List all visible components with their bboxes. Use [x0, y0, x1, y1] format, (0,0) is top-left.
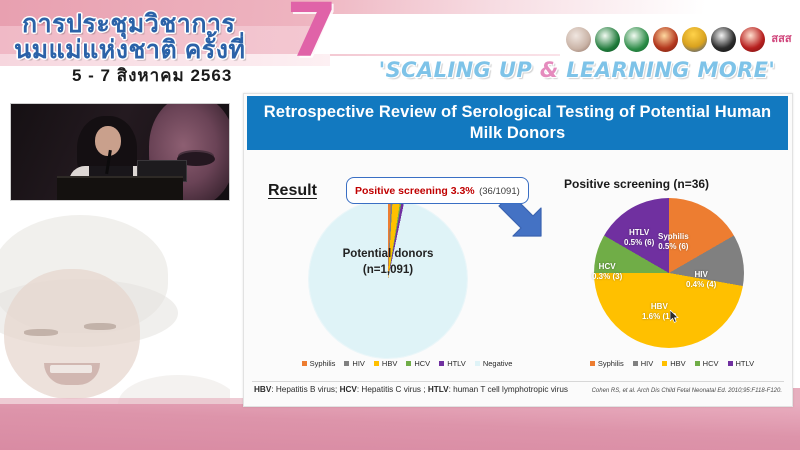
- legend-potential-donors: Syphilis HIV HBV HCV HTLV Negative: [272, 359, 542, 368]
- baby-eye-left: [24, 329, 58, 336]
- slide-panel: Retrospective Review of Serological Test…: [243, 93, 793, 407]
- slice-label-hiv: HIV 0.4% (4): [686, 270, 717, 290]
- footnote-hcv-key: HCV: [339, 385, 357, 394]
- legend-item-hiv: HIV: [344, 359, 365, 368]
- legend-label-syphilis-2: Syphilis: [597, 359, 624, 368]
- slide-footnote: HBV: Hepatitis B virus; HCV: Hepatitis C…: [254, 385, 782, 394]
- legend-label-hbv-2: HBV: [670, 359, 686, 368]
- baby-teeth: [50, 365, 92, 373]
- potential-donors-label-line2: (n=1,091): [362, 264, 414, 277]
- legend-swatch-hbv: [373, 361, 379, 366]
- footnote-hbv-key: HBV: [254, 385, 272, 394]
- sponsor-logo-row: สสส: [566, 22, 794, 56]
- slide-title: Retrospective Review of Serological Test…: [263, 103, 772, 142]
- slice-label-htlv: HTLV 0.5% (6): [624, 228, 655, 248]
- potential-donors-label-line1: Potential donors: [342, 248, 434, 260]
- blue-arrow-icon: [498, 193, 542, 237]
- legend-item-hbv: HBV: [373, 359, 398, 368]
- positive-screening-chart-title: Positive screening (n=36): [564, 177, 710, 191]
- conference-edition-number: 7: [286, 0, 338, 74]
- legend-swatch-syphilis-2: [589, 361, 595, 366]
- legend-swatch-hiv: [344, 361, 350, 366]
- potential-donors-pie-chart: [309, 200, 467, 358]
- legend-item-hiv-2: HIV: [632, 359, 654, 368]
- callout-fraction: (36/1091): [479, 186, 520, 197]
- tagline-part-after: LEARNING MORE': [558, 58, 776, 82]
- legend-item-hcv-2: HCV: [694, 359, 719, 368]
- legend-label-htlv: HTLV: [447, 359, 466, 368]
- result-heading: Result: [268, 182, 317, 199]
- legend-label-hcv-2: HCV: [702, 359, 719, 368]
- slide-title-bar: Retrospective Review of Serological Test…: [247, 96, 788, 150]
- conference-tagline: 'SCALING UP & LEARNING MORE': [362, 58, 792, 82]
- legend-label-syphilis: Syphilis: [309, 359, 336, 368]
- legend-swatch-syphilis: [301, 361, 307, 366]
- legend-swatch-hbv-2: [662, 361, 668, 366]
- legend-label-negative: Negative: [482, 359, 513, 368]
- slice-label-hcv: HCV 0.3% (3): [592, 262, 623, 282]
- conference-title-thai-line2: นมแม่แห่งชาติ ครั้งที่: [14, 36, 246, 64]
- footnote-divider: [252, 381, 784, 382]
- abbreviation-definitions: HBV: Hepatitis B virus; HCV: Hepatitis C…: [254, 385, 568, 394]
- logo-sss-thaihealth: สสส: [771, 32, 792, 45]
- logo-green-medical-2: [624, 26, 649, 52]
- positive-screening-pie-chart: Syphilis 0.5% (6) HIV 0.4% (4) HBV 1.6% (17…: [592, 198, 744, 348]
- conference-date-thai: 5 - 7 สิงหาคม 2563: [72, 66, 233, 85]
- legend-item-syphilis-2: Syphilis: [589, 359, 624, 368]
- logo-maroon-emblem: [653, 26, 678, 52]
- legend-label-hiv: HIV: [352, 359, 365, 368]
- callout-percentage: Positive screening 3.3%: [355, 185, 475, 197]
- legend-swatch-htlv: [439, 361, 445, 366]
- logo-green-medical-1: [595, 26, 620, 52]
- tagline-part-before: 'SCALING UP: [378, 58, 540, 82]
- slice-label-syphilis: Syphilis 0.5% (6): [658, 232, 689, 252]
- source-citation: Cohen RS, et al. Arch Dis Child Fetal Ne…: [591, 388, 782, 394]
- legend-item-syphilis: Syphilis: [301, 359, 336, 368]
- mouse-cursor-icon: [670, 310, 679, 323]
- slice-label-hbv: HBV 1.6% (17): [642, 302, 677, 322]
- footnote-hcv-def: : Hepatitis C virus ;: [356, 385, 428, 394]
- logo-black-circle-emblem: [711, 26, 736, 52]
- header-pink-band-low: [0, 54, 330, 66]
- conference-header-banner: การประชุมวิชาการ นมแม่แห่งชาติ ครั้งที่ …: [0, 0, 800, 92]
- bottom-pink-band: [0, 404, 800, 450]
- legend-label-hcv: HCV: [414, 359, 431, 368]
- speaker-video-thumbnail[interactable]: [10, 103, 230, 201]
- baby-eye-right: [84, 323, 116, 330]
- tagline-ampersand: &: [539, 58, 559, 82]
- potential-donors-center-label: Potential donors (n=1,091): [309, 246, 467, 278]
- podium: [57, 176, 183, 200]
- legend-positive-screening: Syphilis HIV HBV HCV HTLV: [556, 359, 788, 368]
- legend-label-hiv-2: HIV: [640, 359, 654, 368]
- conference-title-thai-line1: การประชุมวิชาการ: [22, 10, 236, 38]
- footnote-htlv-def: : human T cell lymphotropic virus: [448, 385, 568, 394]
- legend-item-hcv: HCV: [406, 359, 430, 368]
- footnote-htlv-key: HTLV: [427, 385, 449, 394]
- legend-swatch-hcv: [406, 361, 412, 366]
- legend-item-htlv-2: HTLV: [727, 359, 755, 368]
- legend-label-htlv-2: HTLV: [735, 359, 755, 368]
- logo-thai-royal-seal: [566, 26, 591, 52]
- legend-swatch-hcv-2: [694, 361, 700, 366]
- legend-swatch-negative: [474, 361, 480, 366]
- legend-label-hbv: HBV: [381, 359, 398, 368]
- legend-item-negative: Negative: [474, 359, 513, 368]
- baby-watermark-photo: [0, 205, 230, 427]
- legend-swatch-htlv-2: [727, 361, 733, 366]
- legend-item-hbv-2: HBV: [662, 359, 686, 368]
- logo-garuda-emblem: [682, 26, 707, 52]
- legend-swatch-hiv-2: [632, 361, 638, 366]
- legend-item-htlv: HTLV: [439, 359, 466, 368]
- footnote-hbv-def: : Hepatitis B virus;: [271, 385, 340, 394]
- logo-red-crown-emblem: [740, 26, 765, 52]
- positive-screening-callout: Positive screening 3.3% (36/1091): [346, 177, 529, 204]
